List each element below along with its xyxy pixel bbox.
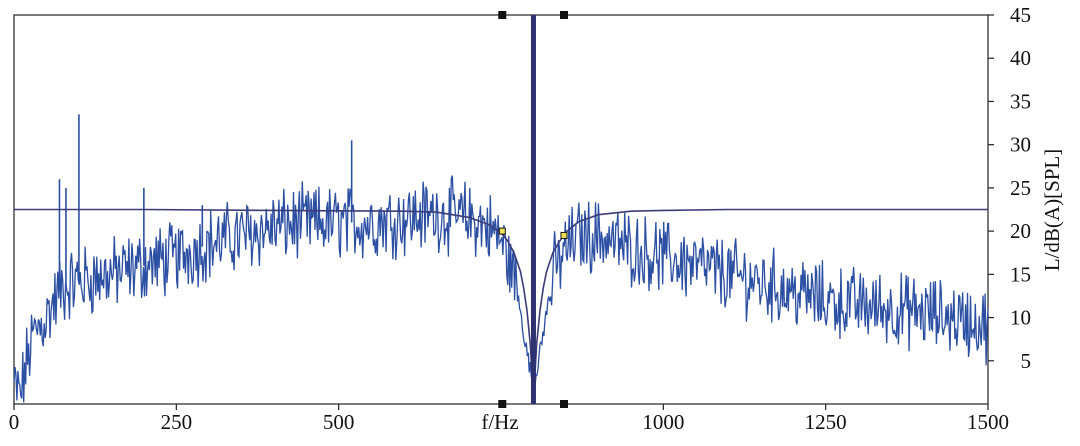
y-tick-label: 25	[1010, 176, 1031, 200]
x-tick-label: 500	[323, 410, 355, 434]
x-tick-label: 250	[161, 410, 193, 434]
spectrum-line	[13, 175, 989, 403]
marker-bottom	[498, 400, 507, 408]
y-tick-label: 5	[1021, 349, 1032, 373]
spectrum-trace	[13, 114, 989, 403]
x-tick-label: 0	[9, 410, 20, 434]
y-axis-title: L/dB(A)[SPL]	[1040, 149, 1064, 272]
x-axis-title: f/Hz	[481, 410, 518, 434]
y-tick-label: 35	[1010, 89, 1031, 113]
filter-line	[14, 208, 988, 400]
y-tick-label: 20	[1010, 219, 1031, 243]
marker-top	[498, 11, 507, 19]
marker-top	[559, 11, 568, 19]
x-tick-label: 1250	[805, 410, 847, 434]
marker-bottom	[559, 400, 568, 408]
x-tick-label: 1000	[642, 410, 684, 434]
marker-group	[498, 11, 568, 408]
y-axis: 5 10 15 20 25 30 35 40 45	[988, 3, 1031, 373]
tone-line	[530, 15, 536, 404]
y-tick-label: 15	[1010, 262, 1031, 286]
x-tick-label: 1500	[967, 410, 1009, 434]
marker-point	[560, 231, 568, 239]
marker-point	[498, 227, 506, 235]
filter-curve	[14, 208, 988, 400]
tone-bar	[530, 15, 536, 404]
y-tick-label: 40	[1010, 46, 1031, 70]
x-axis: 0 250 500 1000 1250 1500	[9, 404, 1009, 434]
y-tick-label: 10	[1010, 306, 1031, 330]
y-tick-label: 30	[1010, 133, 1031, 157]
y-tick-label: 45	[1010, 3, 1031, 27]
